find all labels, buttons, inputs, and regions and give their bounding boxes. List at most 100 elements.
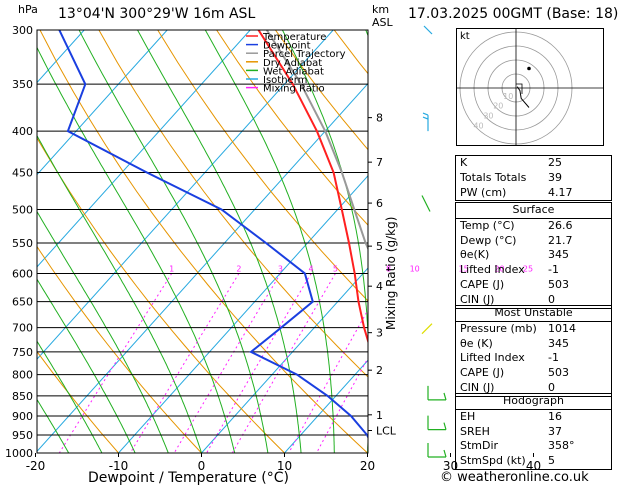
mu-row-li: Lifted Index -1	[460, 351, 559, 365]
surface-row-thetae: θe(K) 345	[460, 248, 569, 262]
plot-frame	[36, 29, 369, 454]
temp-tick-label: 10	[277, 459, 292, 473]
hodograph-endpoint	[527, 66, 531, 71]
pressure-tick-label: 600	[12, 268, 33, 281]
asl-unit-label: ASL	[372, 16, 393, 29]
surface-row-temp: Temp (°C) 26.6	[460, 218, 573, 232]
mu-row-cape: CAPE (J) 503	[460, 366, 569, 380]
hpa-unit-label: hPa	[18, 3, 38, 16]
forecast-datetime: 17.03.2025 00GMT (Base: 18)	[408, 6, 619, 22]
pressure-tick-label: 300	[12, 24, 33, 37]
pressure-tick-label: 350	[12, 78, 33, 91]
temp-tick-label: 0	[198, 459, 206, 473]
index-row-k: K 25	[460, 156, 562, 169]
surface-box: Surface Temp (°C) 26.6 Dewp (°C) 21.7 θe(K…	[455, 202, 612, 309]
hodograph-ring-label: 20	[493, 102, 503, 111]
pressure-tick-label: 550	[12, 237, 33, 250]
plot-area	[37, 30, 629, 453]
mixing-ratio-axis-label: Mixing Ratio (g/kg)	[384, 216, 398, 330]
hodograph-ring-label: 10	[503, 92, 513, 101]
index-row-totals: Totals Totals 39	[460, 170, 562, 184]
copyright: © weatheronline.co.uk	[440, 470, 589, 485]
mu-title: Most Unstable	[494, 306, 573, 319]
isotherm-line	[617, 30, 629, 453]
wet-adiabat-line	[37, 340, 103, 453]
dry-adiabat-line	[216, 30, 368, 226]
isotherm-line	[37, 30, 168, 176]
km-tick-label: 4	[376, 280, 383, 293]
series-line-parcel-trajectory	[265, 30, 368, 251]
temp-tick-label: 30	[443, 459, 458, 473]
hodograph-unit: kt	[460, 31, 470, 42]
wind-barb	[423, 25, 433, 35]
hodograph-title: Hodograph	[503, 394, 564, 407]
surface-row-dewp: Dewp (°C) 21.7	[460, 233, 573, 247]
mu-row-pressure: Pressure (mb) 1014	[460, 321, 576, 335]
km-tick-label: 7	[376, 156, 383, 169]
wind-barb	[421, 195, 431, 212]
series-line-temperature	[257, 30, 368, 345]
pressure-tick-label: 500	[12, 203, 33, 216]
pressure-tick-label: 900	[12, 410, 33, 423]
hodo-row-sreh: SREH 37	[460, 424, 562, 438]
legend-label: Isotherm	[263, 75, 307, 86]
km-tick-label: 6	[376, 197, 383, 210]
mu-row-cin: CIN (J) 0	[460, 380, 555, 394]
legend-label: Wet Adiabat	[263, 66, 324, 77]
legend-label: Dewpoint	[263, 41, 311, 52]
surface-row-cape: CAPE (J) 503	[460, 277, 569, 291]
series-line-dewpoint	[58, 30, 368, 440]
pressure-tick-label: 750	[12, 346, 33, 359]
temp-tick-label: -10	[109, 459, 129, 473]
pressure-tick-label: 700	[12, 322, 33, 335]
mixing-ratio-line	[129, 273, 240, 453]
pressure-tick-label: 450	[12, 166, 33, 179]
storm-motion-marker	[516, 83, 523, 94]
mu-row-thetae: θe (K) 345	[460, 336, 569, 350]
wind-barb	[427, 415, 447, 431]
mixing-ratio-label: 15	[459, 265, 469, 274]
pressure-tick-label: 1000	[5, 447, 33, 460]
hodograph-trace	[516, 86, 530, 108]
wind-barb	[422, 112, 429, 132]
wind-barb	[427, 443, 447, 458]
wind-barb	[421, 323, 433, 335]
km-tick-label: 5	[376, 240, 383, 253]
wet-adiabat-line	[37, 398, 70, 453]
dry-adiabat-line	[274, 30, 368, 151]
isotherm-line	[201, 267, 368, 453]
mixing-ratio-line	[231, 273, 336, 453]
indices-top-box: K 25 Totals Totals 39 PW (cm) 4.17	[455, 155, 612, 202]
km-tick-label: 2	[376, 364, 383, 377]
surface-row-cin: CIN (J) 0	[460, 292, 555, 306]
isotherm-line	[37, 30, 251, 268]
legend-label: Temperature	[262, 32, 326, 43]
hodo-row-stmspd: StmSpd (kt) 5	[460, 454, 555, 468]
km-tick-label: 1	[376, 409, 383, 422]
index-row-pw: PW (cm) 4.17	[460, 185, 573, 199]
legend-label: Dry Adiabat	[263, 58, 322, 69]
temp-tick-label: 20	[360, 459, 375, 473]
hodo-row-stmdir: StmDir 358°	[460, 439, 575, 453]
km-tick-label: 3	[376, 327, 383, 340]
isotherm-line	[118, 175, 368, 453]
hodograph-ring-label: 40	[473, 121, 483, 130]
pressure-tick-label: 400	[12, 125, 33, 138]
pressure-tick-label: 800	[12, 369, 33, 382]
isotherm-line	[284, 359, 368, 453]
x-axis-label: Dewpoint / Temperature (°C)	[88, 470, 289, 486]
mixing-ratio-label: 20	[494, 265, 504, 274]
legend-label: Parcel Trajectory	[263, 49, 346, 60]
pressure-tick-label: 850	[12, 390, 33, 403]
km-tick-label: LCL	[376, 425, 397, 438]
dry-adiabat-line	[157, 30, 368, 302]
km-tick-label: 8	[376, 112, 383, 125]
pressure-tick-label: 650	[12, 296, 33, 309]
hodograph-ring-label: 30	[483, 112, 493, 121]
dry-adiabat-line	[37, 350, 119, 453]
mixing-ratio-label: 8	[386, 265, 391, 274]
temp-tick-label: -20	[26, 459, 46, 473]
